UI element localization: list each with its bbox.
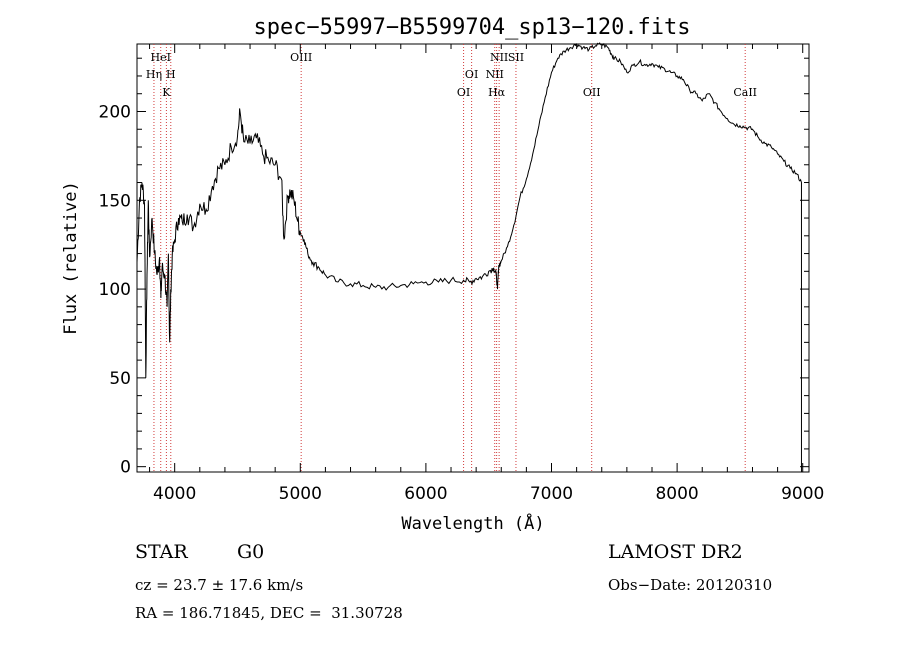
x-tick-label: 4000 — [153, 484, 196, 504]
chart-title: spec−55997−B5599704_sp13−120.fits — [253, 15, 690, 40]
line-label: K — [162, 86, 171, 99]
survey-name: LAMOST DR2 — [608, 541, 743, 563]
redshift-readout: cz = 23.7 ± 17.6 km/s — [135, 576, 304, 594]
obs-date: Obs−Date: 20120310 — [608, 576, 773, 594]
y-tick-label: 200 — [99, 102, 131, 122]
emission-line-markers — [153, 44, 746, 472]
y-tick-label: 100 — [99, 280, 131, 300]
plot-frame — [136, 43, 810, 473]
line-label: HeI — [151, 51, 171, 64]
y-tick-label: 0 — [120, 458, 131, 478]
line-label: CaII — [733, 86, 757, 99]
line-label: OIII — [290, 51, 312, 64]
y-tick-label: 150 — [99, 191, 131, 211]
line-label: SII — [508, 51, 524, 64]
object-type: STAR — [135, 541, 188, 563]
x-tick-label: 5000 — [279, 484, 322, 504]
line-label: OI — [465, 68, 478, 81]
line-label: Hη — [146, 68, 162, 81]
line-label: NII — [490, 51, 508, 64]
y-axis-label: Flux (relative) — [61, 181, 81, 335]
spectral-subclass: G0 — [237, 541, 265, 563]
line-label: Hα — [488, 86, 506, 99]
x-tick-label: 7000 — [530, 484, 573, 504]
x-tick-label: 6000 — [404, 484, 447, 504]
x-axis-ticks: 4000 5000 6000 7000 8000 9000 — [149, 44, 824, 504]
x-tick-label: 9000 — [781, 484, 824, 504]
line-label: OI — [457, 86, 470, 99]
coordinates: RA = 186.71845, DEC = 31.30728 — [135, 604, 403, 622]
x-axis-label: Wavelength (Å) — [401, 512, 544, 534]
x-tick-label: 8000 — [655, 484, 698, 504]
y-tick-label: 50 — [109, 369, 131, 389]
series-group — [136, 42, 802, 472]
y-axis-ticks: 0 50 100 150 200 — [99, 57, 809, 478]
line-label: NII — [486, 68, 504, 81]
spectrum-series — [136, 42, 802, 378]
line-label: H — [166, 68, 176, 81]
line-label: OII — [583, 86, 601, 99]
